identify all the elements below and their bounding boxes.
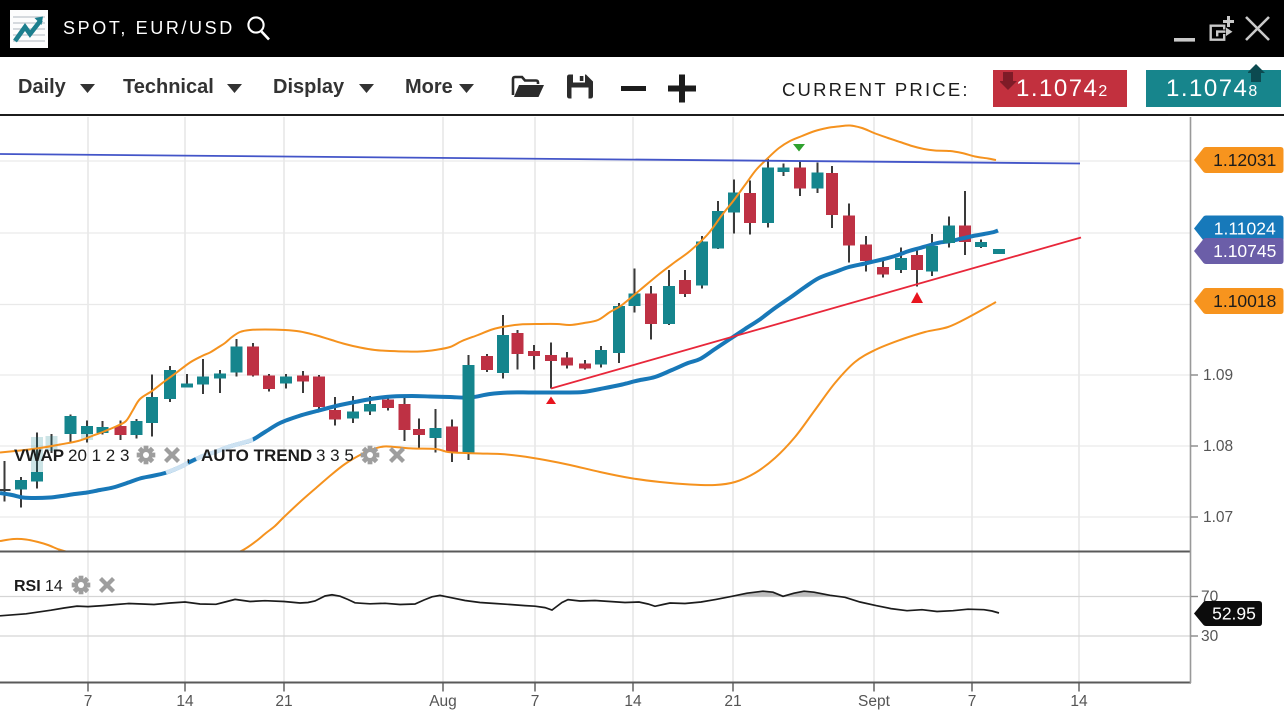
svg-text:14: 14	[1070, 693, 1088, 710]
svg-text:21: 21	[275, 693, 292, 710]
svg-text:30: 30	[1201, 628, 1219, 645]
svg-text:14: 14	[45, 578, 63, 595]
svg-text:1.08: 1.08	[1203, 438, 1233, 455]
svg-text:1.07: 1.07	[1203, 509, 1233, 526]
svg-text:7: 7	[968, 693, 977, 710]
svg-text:1.10018: 1.10018	[1213, 291, 1276, 311]
svg-text:Sept: Sept	[858, 693, 891, 710]
svg-text:21: 21	[724, 693, 741, 710]
svg-text:7: 7	[84, 693, 93, 710]
svg-text:14: 14	[624, 693, 642, 710]
svg-text:3 3 5: 3 3 5	[316, 446, 354, 465]
svg-text:,: ,	[186, 446, 191, 465]
svg-text:1.12031: 1.12031	[1213, 150, 1276, 170]
svg-text:1.11024: 1.11024	[1214, 219, 1276, 239]
svg-text:1.09: 1.09	[1203, 367, 1233, 384]
svg-text:RSI: RSI	[14, 578, 41, 595]
svg-text:AUTO TREND: AUTO TREND	[201, 446, 312, 465]
svg-text:Aug: Aug	[429, 693, 457, 710]
svg-text:1.10745: 1.10745	[1213, 241, 1276, 261]
svg-text:20 1 2 3: 20 1 2 3	[68, 446, 129, 465]
svg-text:7: 7	[531, 693, 540, 710]
svg-text:VWAP: VWAP	[14, 446, 64, 465]
svg-text:52.95: 52.95	[1212, 604, 1256, 624]
svg-text:14: 14	[176, 693, 194, 710]
